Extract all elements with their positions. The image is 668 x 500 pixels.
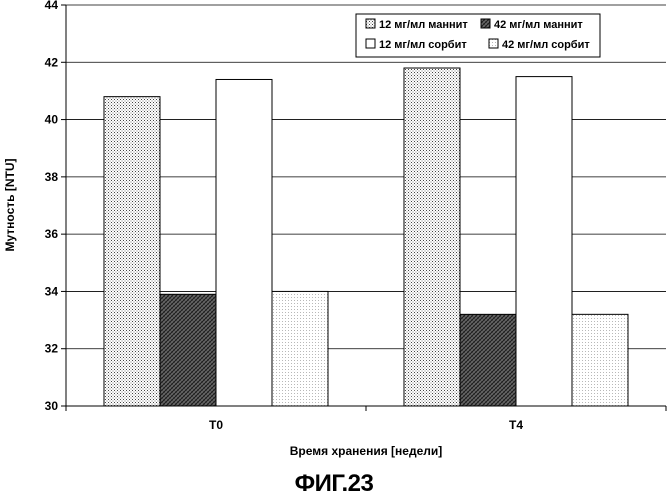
legend-label: 12 мг/мл маннит [379,19,468,31]
y-axis-title: Мутность [NTU] [3,158,17,251]
legend-swatch [489,39,498,48]
bar-chart: 30 32 34 36 38 40 42 44 T0 T4 Время хранения [не… [0,0,668,470]
legend-label: 12 мг/мл сорбит [379,39,467,51]
y-tick-label: 38 [45,170,59,184]
legend-label: 42 мг/мл маннит [494,19,583,31]
x-ticks: T0 T4 [66,406,666,432]
figure-caption: ФИГ.23 [0,470,668,500]
y-tick-label: 36 [45,227,59,241]
bar-t4-series-4 [572,314,628,406]
legend: 12 мг/мл маннит 42 мг/мл маннит 12 мг/мл с… [356,14,600,57]
y-ticks: 30 32 34 36 38 40 42 44 [45,0,66,413]
legend-swatch [366,19,375,28]
y-tick-label: 30 [45,399,59,413]
x-tick-label: T0 [209,418,223,432]
y-tick-label: 32 [45,342,59,356]
bar-t0-series-3 [216,79,272,406]
bar-t0-series-2 [160,294,216,406]
legend-swatch [366,39,375,48]
bar-t4-series-1 [404,68,460,406]
legend-swatch [481,19,490,28]
bars [104,68,628,406]
bar-t0-series-4 [272,291,328,406]
bar-t0-series-1 [104,97,160,406]
y-tick-label: 40 [45,113,59,127]
bar-t4-series-3 [516,77,572,406]
x-axis-title: Время хранения [недели] [290,444,443,458]
y-tick-label: 44 [45,0,59,12]
legend-label: 42 мг/мл сорбит [502,39,590,51]
bar-t4-series-2 [460,314,516,406]
y-tick-label: 42 [45,55,59,69]
y-tick-label: 34 [45,284,59,298]
x-tick-label: T4 [509,418,523,432]
